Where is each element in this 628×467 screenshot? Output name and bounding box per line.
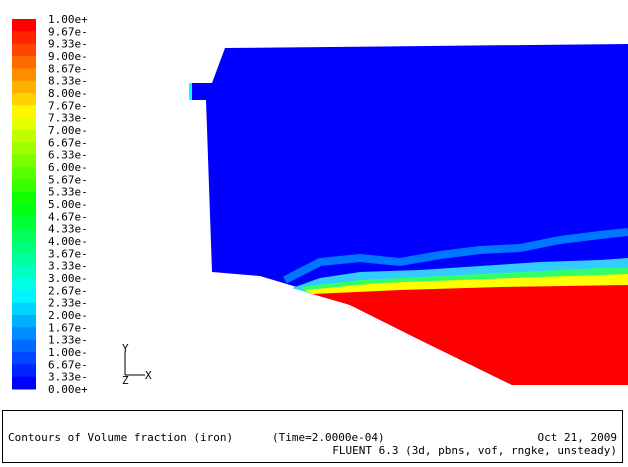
colorbar-swatch bbox=[12, 327, 36, 341]
colorbar-swatch bbox=[12, 19, 36, 32]
colorbar-label: 6.67e- bbox=[48, 136, 88, 149]
colorbar-label: 4.33e- bbox=[48, 223, 88, 236]
colorbar-label: 8.67e- bbox=[48, 62, 88, 75]
interface-yellow bbox=[305, 274, 628, 294]
footer-box bbox=[2, 410, 623, 463]
colorbar-label: 1.00e+ bbox=[48, 13, 88, 26]
colorbar-label: 3.67e- bbox=[48, 247, 88, 260]
axis-triad: Y Z X bbox=[122, 342, 152, 387]
colorbar-swatch bbox=[12, 68, 36, 82]
colorbar-label: 3.33e- bbox=[48, 260, 88, 273]
colorbar-swatch bbox=[12, 302, 36, 316]
colorbar-swatch bbox=[12, 278, 36, 291]
colorbar-swatch bbox=[12, 43, 36, 57]
colorbar-swatch bbox=[12, 105, 36, 119]
colorbar-swatch bbox=[12, 167, 36, 180]
colorbar-label: 5.67e- bbox=[48, 173, 88, 186]
footer-date: Oct 21, 2009 bbox=[538, 431, 617, 444]
colorbar-swatch bbox=[12, 265, 36, 279]
colorbar-swatch bbox=[12, 253, 36, 267]
colorbar-label: 5.33e- bbox=[48, 186, 88, 199]
colorbar-label: 2.33e- bbox=[48, 297, 88, 310]
colorbar-swatch bbox=[12, 290, 36, 304]
colorbar-swatch bbox=[12, 216, 36, 230]
colorbar-label: 6.33e- bbox=[48, 149, 88, 162]
inlet bbox=[189, 83, 192, 100]
colorbar-label: 7.00e- bbox=[48, 124, 88, 137]
colorbar-swatch bbox=[12, 364, 36, 378]
interface-fringe bbox=[283, 228, 628, 284]
colorbar-label: 7.33e- bbox=[48, 112, 88, 125]
colorbar bbox=[12, 19, 36, 390]
colorbar-label: 2.67e- bbox=[48, 284, 88, 297]
colorbar-swatch bbox=[12, 191, 36, 205]
colorbar-swatch bbox=[12, 228, 36, 242]
colorbar-label: 9.67e- bbox=[48, 25, 88, 38]
colorbar-label: 2.00e- bbox=[48, 309, 88, 322]
colorbar-label: 8.33e- bbox=[48, 75, 88, 88]
colorbar-label: 6.00e- bbox=[48, 161, 88, 174]
contour-plot bbox=[189, 44, 628, 385]
colorbar-label: 4.00e- bbox=[48, 235, 88, 248]
colorbar-label: 6.67e- bbox=[48, 358, 88, 371]
colorbar-swatch bbox=[12, 179, 36, 193]
colorbar-swatch bbox=[12, 204, 36, 217]
colorbar-swatch bbox=[12, 315, 36, 328]
red-region bbox=[312, 285, 628, 385]
colorbar-swatch bbox=[12, 31, 36, 45]
colorbar-labels: 1.00e+9.67e-9.33e-9.00e-8.67e-8.33e-8.00… bbox=[48, 13, 88, 396]
colorbar-label: 1.33e- bbox=[48, 334, 88, 347]
colorbar-label: 9.00e- bbox=[48, 50, 88, 63]
colorbar-swatch bbox=[12, 142, 36, 156]
colorbar-label: 1.00e- bbox=[48, 346, 88, 359]
colorbar-swatch bbox=[12, 130, 36, 143]
colorbar-label: 9.33e- bbox=[48, 38, 88, 51]
colorbar-swatch bbox=[12, 154, 36, 168]
colorbar-label: 7.67e- bbox=[48, 99, 88, 112]
footer-solver: FLUENT 6.3 (3d, pbns, vof, rngke, unstea… bbox=[332, 444, 617, 457]
colorbar-swatch bbox=[12, 56, 36, 69]
colorbar-label: 1.67e- bbox=[48, 321, 88, 334]
colorbar-swatch bbox=[12, 93, 36, 106]
colorbar-swatch bbox=[12, 339, 36, 353]
colorbar-label: 0.00e+ bbox=[48, 383, 88, 396]
footer-time: (Time=2.0000e-04) bbox=[272, 431, 385, 444]
axis-z: Z bbox=[122, 374, 129, 387]
axis-x: X bbox=[145, 369, 152, 382]
colorbar-label: 3.33e- bbox=[48, 371, 88, 384]
colorbar-label: 5.00e- bbox=[48, 198, 88, 211]
colorbar-swatch bbox=[12, 80, 36, 94]
colorbar-swatch bbox=[12, 352, 36, 365]
colorbar-label: 4.67e- bbox=[48, 210, 88, 223]
colorbar-label: 8.00e- bbox=[48, 87, 88, 100]
colorbar-swatch bbox=[12, 376, 36, 390]
footer-title: Contours of Volume fraction (iron) bbox=[8, 431, 233, 444]
colorbar-swatch bbox=[12, 117, 36, 131]
colorbar-label: 3.00e- bbox=[48, 272, 88, 285]
colorbar-swatch bbox=[12, 241, 36, 254]
axis-y: Y bbox=[122, 342, 129, 355]
